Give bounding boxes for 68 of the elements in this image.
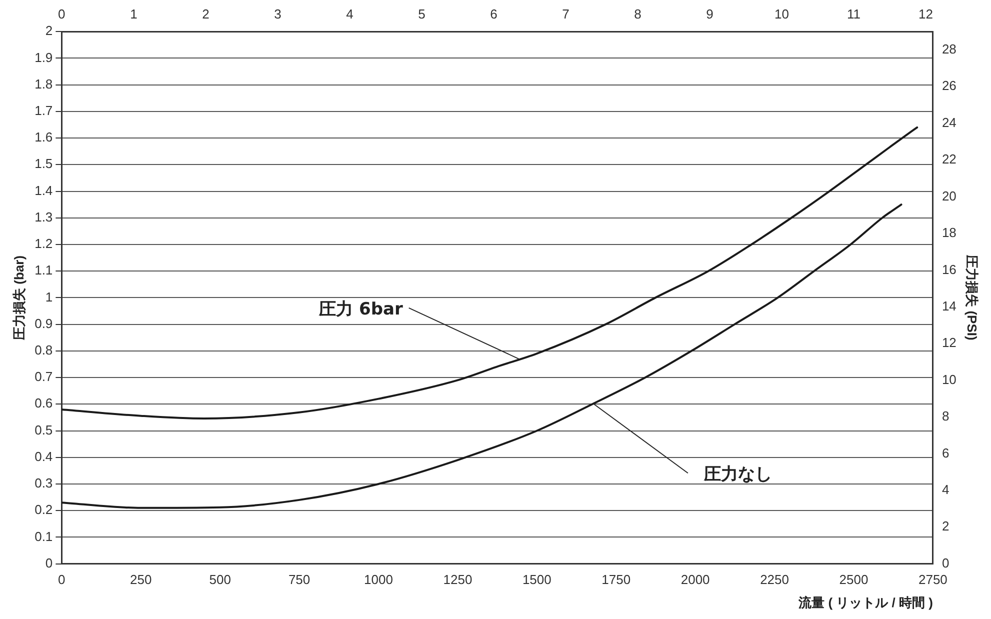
y-tick-label: 1	[45, 289, 53, 304]
x-tick-label: 2000	[680, 572, 710, 588]
y2-tick-label: 16	[942, 262, 956, 277]
y-tick-label: 0.3	[34, 476, 53, 491]
y-tick-label: 1.3	[34, 209, 53, 224]
x2-tick-label: 1	[130, 6, 138, 22]
x-tick-label: 2500	[839, 572, 868, 588]
x-tick-label: 0	[58, 572, 66, 588]
annotation: 圧力なし	[702, 464, 772, 485]
y2-tick-label: 10	[942, 372, 956, 387]
x-tick-label: 2750	[918, 572, 948, 588]
y-tick-label: 1.4	[34, 182, 53, 198]
x2-tick-label: 2	[202, 6, 210, 22]
y-tick-label: 0.2	[34, 502, 53, 518]
y2-tick-label: 14	[942, 298, 956, 314]
y-tick-label: 0.5	[34, 422, 53, 438]
x2-tick-label: 11	[846, 6, 860, 22]
line-series	[62, 126, 918, 420]
y-tick-label: 1.7	[34, 103, 53, 118]
x-tick-label: 500	[209, 572, 231, 588]
y-axis-title: 圧力損失 (bar)	[11, 255, 26, 341]
x2-tick-label: 6	[490, 6, 498, 22]
y2-tick-label: 26	[942, 78, 956, 94]
x2-tick-label: 10	[774, 6, 789, 22]
line-series	[62, 204, 902, 509]
x2-tick-label: 4	[346, 6, 354, 22]
x-tick-label: 1250	[443, 572, 472, 588]
y-tick-label: 1.8	[34, 76, 53, 92]
x-tick-label: 750	[288, 572, 310, 588]
y2-axis-title: 圧力損失 (PSI)	[964, 254, 980, 340]
y2-tick-label: 4	[942, 482, 950, 497]
y2-tick-label: 28	[942, 42, 956, 57]
y-tick-label: 0.8	[34, 342, 53, 358]
x2-tick-label: 5	[418, 6, 426, 22]
x2-tick-label: 0	[58, 6, 66, 22]
x-tick-label: 1750	[602, 572, 631, 588]
y-tick-label: 1.2	[34, 236, 53, 252]
y-tick-label: 2	[45, 23, 53, 38]
x2-tick-label: 12	[918, 6, 933, 22]
x-tick-label: 1000	[364, 572, 393, 588]
y2-tick-label: 18	[942, 225, 956, 240]
y2-tick-label: 24	[942, 114, 956, 130]
y-tick-label: 0.7	[34, 369, 53, 384]
y-tick-label: 1.1	[34, 262, 53, 278]
y2-tick-label: 0	[942, 555, 950, 570]
y-tick-label: 1.5	[34, 156, 53, 172]
y2-tick-label: 8	[942, 408, 950, 424]
x-tick-label: 1500	[522, 572, 552, 588]
x-tick-label: 2250	[760, 572, 789, 588]
y2-tick-label: 2	[942, 518, 950, 534]
y-tick-label: 0.4	[34, 448, 53, 464]
x-tick-label: 250	[130, 572, 152, 588]
x2-tick-label: 7	[562, 6, 570, 22]
y-tick-label: 1.6	[34, 130, 53, 145]
annotation: 圧力 6bar	[318, 299, 404, 320]
y2-tick-label: 12	[942, 335, 956, 350]
y2-tick-label: 20	[942, 188, 956, 204]
x2-tick-label: 3	[274, 6, 282, 22]
y2-tick-label: 6	[942, 445, 950, 460]
x2-tick-label: 8	[634, 6, 642, 22]
y-tick-label: 1.9	[34, 50, 53, 65]
y-tick-label: 0.1	[34, 528, 53, 544]
y-tick-label: 0.9	[34, 316, 53, 331]
y-tick-label: 0.6	[34, 396, 53, 411]
x2-tick-label: 9	[706, 6, 714, 22]
y-tick-label: 0	[45, 555, 53, 570]
x-axis-title: 流量 ( リットル / 時間 )	[798, 594, 933, 610]
y2-tick-label: 22	[942, 152, 956, 167]
